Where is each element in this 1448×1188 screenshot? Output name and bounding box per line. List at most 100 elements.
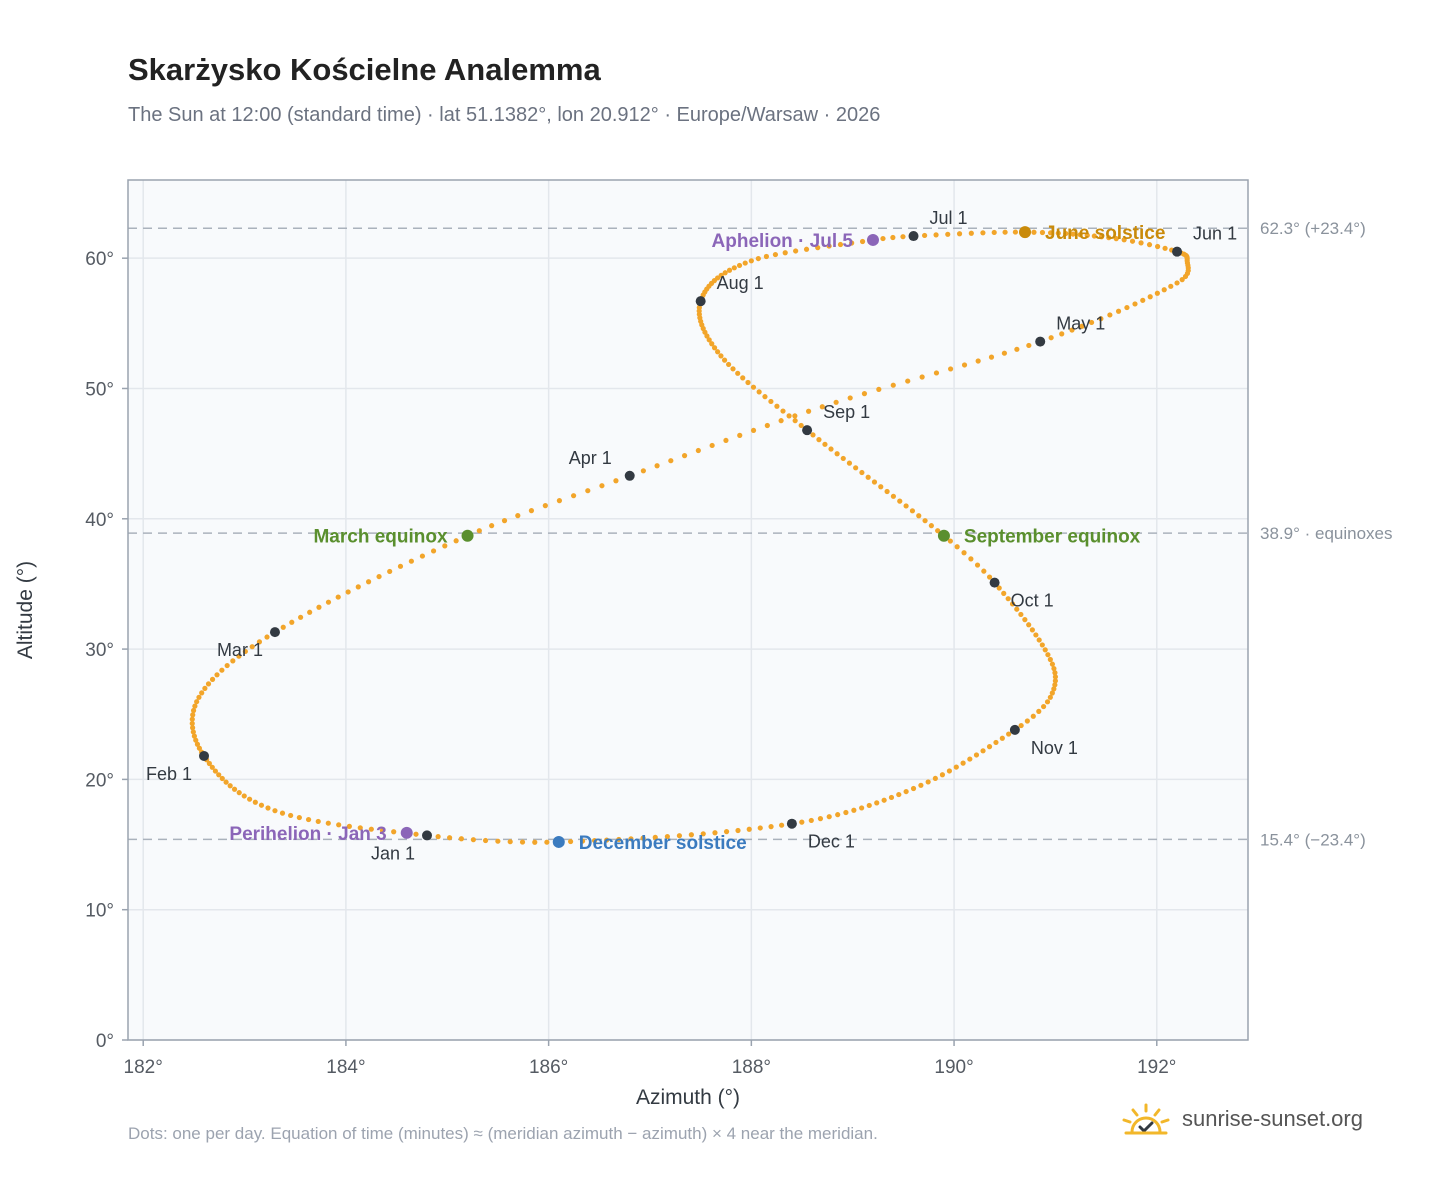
daily-sun-dot <box>193 737 199 743</box>
daily-sun-dot <box>688 832 694 838</box>
daily-sun-dot <box>986 574 993 580</box>
daily-sun-dot <box>209 764 215 770</box>
daily-sun-dot <box>1077 232 1083 238</box>
daily-sun-dot <box>968 556 974 562</box>
event-label: March equinox <box>313 527 448 548</box>
event-label: Aphelion · Jul 5 <box>712 231 854 252</box>
daily-sun-dot <box>960 760 966 766</box>
daily-sun-dot <box>1012 229 1019 235</box>
event-marker <box>400 826 413 839</box>
daily-sun-dot <box>890 382 896 388</box>
daily-sun-dot <box>447 835 453 841</box>
daily-sun-dot <box>1162 245 1168 251</box>
daily-sun-dot <box>859 469 865 476</box>
month-marker-label: Aug 1 <box>717 273 764 293</box>
daily-sun-dot <box>391 829 397 835</box>
daily-sun-dot <box>652 834 658 840</box>
daily-sun-dot <box>1018 611 1024 618</box>
brand-name[interactable]: sunrise-sunset.org <box>1182 1106 1363 1131</box>
daily-sun-dot <box>826 243 832 249</box>
daily-sun-dot <box>835 812 841 818</box>
daily-sun-dot <box>1155 243 1161 250</box>
daily-sun-dot <box>1026 622 1032 628</box>
brand[interactable]: sunrise-sunset.org <box>1120 1102 1363 1136</box>
reference-line-label: 15.4° (−23.4°) <box>1260 830 1366 849</box>
daily-sun-dot <box>189 720 195 727</box>
daily-sun-dot <box>453 538 459 544</box>
daily-sun-dot <box>1059 331 1065 337</box>
daily-sun-dot <box>628 836 634 842</box>
daily-sun-dot <box>916 513 922 519</box>
daily-sun-dot <box>700 831 706 837</box>
daily-sun-dot <box>289 619 295 625</box>
daily-sun-dot <box>847 395 853 401</box>
month-marker <box>624 470 635 481</box>
daily-sun-dot <box>1055 230 1061 236</box>
daily-sun-dot <box>816 437 822 443</box>
daily-sun-dot <box>1154 290 1160 296</box>
daily-sun-dot <box>241 793 247 799</box>
markers: Jan 1 Feb 1 Mar 1 Apr 1 May 1 Jun 1 Jul 1 Aug 1… <box>146 208 1237 863</box>
daily-sun-dot <box>501 518 508 524</box>
daily-sun-dot <box>815 245 821 251</box>
daily-sun-dot <box>731 265 737 271</box>
daily-sun-dot <box>1022 617 1028 623</box>
daily-sun-dot <box>1088 319 1095 326</box>
daily-sun-dot <box>1047 656 1053 663</box>
daily-sun-dot <box>786 413 792 419</box>
event-label: December solstice <box>579 833 747 854</box>
month-marker <box>269 627 280 638</box>
month-marker-label: Jun 1 <box>1193 224 1237 244</box>
month-marker <box>989 577 1000 588</box>
month-marker <box>908 231 919 242</box>
daily-sun-dot <box>192 703 198 709</box>
daily-sun-dot <box>681 453 688 459</box>
daily-sun-dot <box>792 418 798 424</box>
daily-sun-dot <box>763 253 770 260</box>
month-marker <box>786 818 797 829</box>
daily-sun-dot <box>999 735 1005 741</box>
x-tick-label: 184° <box>326 1057 365 1078</box>
daily-sun-dot <box>413 831 419 837</box>
month-marker <box>802 425 813 436</box>
sun-logo-icon <box>1122 1103 1170 1135</box>
daily-sun-dot <box>726 361 732 368</box>
daily-sun-dot <box>288 812 294 819</box>
daily-sun-dot <box>1168 283 1174 289</box>
daily-sun-dot <box>782 250 788 256</box>
daily-sun-dot <box>542 503 548 509</box>
month-marker <box>1035 336 1046 347</box>
x-tick-label: 192° <box>1137 1057 1176 1078</box>
y-tick-label: 50° <box>85 379 114 400</box>
daily-sun-dot <box>216 772 222 778</box>
daily-sun-dot <box>214 672 220 678</box>
daily-sun-dot <box>345 589 351 595</box>
daily-sun-dot <box>1039 642 1045 648</box>
daily-sun-dot <box>740 375 746 381</box>
daily-sun-dot <box>932 775 938 782</box>
daily-sun-dot <box>346 823 352 829</box>
daily-sun-dot <box>718 272 724 278</box>
daily-sun-dot <box>780 408 786 414</box>
daily-sun-dot <box>640 835 646 841</box>
month-marker-label: Apr 1 <box>569 448 612 468</box>
daily-sun-dot <box>265 805 271 811</box>
daily-sun-dot <box>900 234 906 240</box>
daily-sun-dot <box>236 653 242 659</box>
daily-sun-dot <box>706 337 712 343</box>
month-marker <box>1172 246 1183 257</box>
daily-sun-dot <box>779 822 785 828</box>
daily-sun-dot <box>768 398 774 405</box>
daily-sun-dot <box>1047 230 1054 236</box>
daily-sun-dot <box>762 394 768 400</box>
month-marker-label: Jul 1 <box>930 208 968 228</box>
daily-sun-dot <box>1147 294 1153 300</box>
daily-sun-dot <box>884 488 890 495</box>
y-tick-label: 40° <box>85 510 114 531</box>
daily-sun-dot <box>298 614 304 620</box>
daily-sun-dot <box>1140 297 1146 303</box>
daily-sun-dot <box>918 782 924 788</box>
daily-sun-dot <box>935 528 941 534</box>
daily-sun-dot <box>808 817 814 824</box>
daily-sun-dot <box>748 258 754 264</box>
